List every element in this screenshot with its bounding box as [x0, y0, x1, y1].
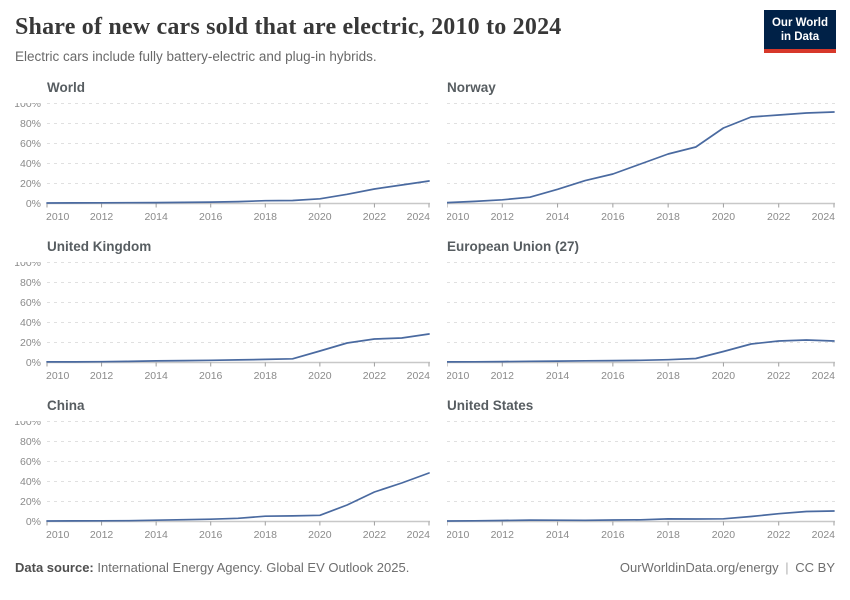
svg-text:40%: 40% [20, 317, 41, 329]
data-source-label: Data source: [15, 560, 94, 575]
svg-text:60%: 60% [20, 297, 41, 309]
svg-text:2016: 2016 [601, 370, 625, 382]
svg-text:2020: 2020 [712, 370, 736, 382]
svg-text:80%: 80% [20, 277, 41, 289]
svg-text:2020: 2020 [712, 529, 736, 541]
chart-panel-world: World 0% 20% 40% 60% 80% 100% 2010 2012 2014 2016… [15, 80, 430, 227]
chart-panel-united-kingdom: United Kingdom 0% 20% 40% 60% 80% 100% 2010 201… [15, 239, 430, 386]
svg-text:2010: 2010 [447, 529, 470, 541]
small-multiples-grid: World 0% 20% 40% 60% 80% 100% 2010 2012 2014 2016… [0, 80, 850, 545]
svg-text:2018: 2018 [656, 370, 680, 382]
svg-text:2020: 2020 [308, 370, 332, 382]
svg-text:2010: 2010 [447, 211, 470, 223]
facet-title-world: World [47, 80, 85, 95]
owid-energy-link[interactable]: OurWorldinData.org/energy [619, 560, 779, 575]
svg-text:2020: 2020 [308, 211, 332, 223]
svg-text:40%: 40% [20, 476, 41, 488]
svg-text:2018: 2018 [656, 529, 680, 541]
svg-text:2014: 2014 [546, 370, 570, 382]
svg-text:2020: 2020 [308, 529, 332, 541]
svg-text:2024: 2024 [812, 370, 835, 382]
license-label: CC BY [795, 560, 835, 575]
svg-text:0%: 0% [26, 198, 41, 210]
svg-text:2016: 2016 [601, 211, 625, 223]
svg-text:2022: 2022 [767, 211, 791, 223]
united-states-line-chart: 2010 2012 2014 2016 2018 2020 2022 2024 [447, 421, 835, 541]
svg-text:2018: 2018 [254, 211, 278, 223]
svg-text:2024: 2024 [812, 211, 835, 223]
svg-text:40%: 40% [20, 158, 41, 170]
svg-text:2012: 2012 [90, 211, 114, 223]
owid-logo-line1: Our World [771, 17, 828, 29]
svg-text:2010: 2010 [46, 211, 70, 223]
svg-text:2012: 2012 [491, 211, 515, 223]
svg-text:2022: 2022 [767, 529, 791, 541]
svg-text:100%: 100% [15, 262, 41, 269]
svg-text:20%: 20% [20, 337, 41, 349]
svg-text:2014: 2014 [546, 211, 570, 223]
chart-header: Share of new cars sold that are electric… [0, 0, 850, 64]
svg-text:2012: 2012 [491, 529, 515, 541]
svg-text:0%: 0% [26, 516, 41, 528]
svg-text:2016: 2016 [601, 529, 625, 541]
svg-text:2014: 2014 [546, 529, 570, 541]
svg-text:2010: 2010 [46, 529, 70, 541]
svg-text:20%: 20% [20, 178, 41, 190]
united-kingdom-line-chart: 0% 20% 40% 60% 80% 100% 2010 2012 2014 2016 2018 20… [15, 262, 430, 382]
svg-text:2018: 2018 [254, 370, 278, 382]
svg-text:2022: 2022 [363, 370, 387, 382]
svg-text:2020: 2020 [712, 211, 736, 223]
facet-title-united-kingdom: United Kingdom [47, 239, 152, 254]
svg-text:2012: 2012 [90, 529, 114, 541]
attribution-separator: | [785, 560, 789, 575]
chart-panel-european-union: European Union (27) 2010 2012 2014 2016 2018… [447, 239, 835, 386]
svg-text:100%: 100% [15, 421, 41, 428]
facet-title-china: China [47, 398, 85, 413]
svg-text:2016: 2016 [199, 529, 223, 541]
owid-logo: Our World in Data [763, 10, 836, 53]
svg-text:80%: 80% [20, 118, 41, 130]
facet-title-united-states: United States [447, 398, 534, 413]
svg-text:2016: 2016 [199, 370, 223, 382]
chart-panel-united-states: United States 2010 2012 2014 2016 2018 2020 20… [447, 398, 835, 545]
svg-text:0%: 0% [26, 357, 41, 369]
attribution: OurWorldinData.org/energy | CC BY [620, 560, 835, 575]
norway-line-chart: 2010 2012 2014 2016 2018 2020 2022 2024 [447, 103, 835, 223]
svg-text:2022: 2022 [363, 529, 387, 541]
svg-text:2022: 2022 [767, 370, 791, 382]
svg-text:2014: 2014 [144, 529, 168, 541]
owid-logo-line2: in Data [780, 31, 820, 44]
world-line-chart: 0% 20% 40% 60% 80% 100% 2010 2012 2014 2016 2018 20… [15, 103, 430, 223]
svg-text:100%: 100% [15, 103, 41, 110]
svg-text:2014: 2014 [144, 370, 168, 382]
svg-text:2024: 2024 [812, 529, 835, 541]
svg-text:2022: 2022 [363, 211, 387, 223]
svg-text:2012: 2012 [90, 370, 114, 382]
svg-text:2012: 2012 [491, 370, 515, 382]
svg-text:60%: 60% [20, 138, 41, 150]
svg-text:20%: 20% [20, 496, 41, 508]
chart-footer: Data source: International Energy Agency… [0, 560, 850, 575]
facet-title-norway: Norway [447, 80, 496, 95]
chart-panel-norway: Norway 2010 2012 2014 2016 2018 2020 2022 2024 [447, 80, 835, 227]
data-source-note: Data source: International Energy Agency… [15, 560, 409, 575]
svg-text:2014: 2014 [144, 211, 168, 223]
chart-panel-china: China 0% 20% 40% 60% 80% 100% 2010 2012 2014 2016… [15, 398, 430, 545]
european-union-line-chart: 2010 2012 2014 2016 2018 2020 2022 2024 [447, 262, 835, 382]
svg-text:2018: 2018 [656, 211, 680, 223]
svg-text:2018: 2018 [254, 529, 278, 541]
data-source-text: International Energy Agency. Global EV O… [97, 560, 410, 575]
svg-text:2016: 2016 [199, 211, 223, 223]
page-title: Share of new cars sold that are electric… [15, 14, 562, 40]
svg-text:80%: 80% [20, 436, 41, 448]
china-line-chart: 0% 20% 40% 60% 80% 100% 2010 2012 2014 2016 2018 20… [15, 421, 430, 541]
svg-text:60%: 60% [20, 456, 41, 468]
svg-text:2010: 2010 [447, 370, 470, 382]
svg-text:2024: 2024 [407, 529, 430, 541]
svg-text:2010: 2010 [46, 370, 70, 382]
svg-text:2024: 2024 [407, 211, 430, 223]
svg-text:2024: 2024 [407, 370, 430, 382]
chart-subtitle: Electric cars include fully battery-elec… [15, 49, 377, 64]
facet-title-european-union: European Union (27) [447, 239, 580, 254]
